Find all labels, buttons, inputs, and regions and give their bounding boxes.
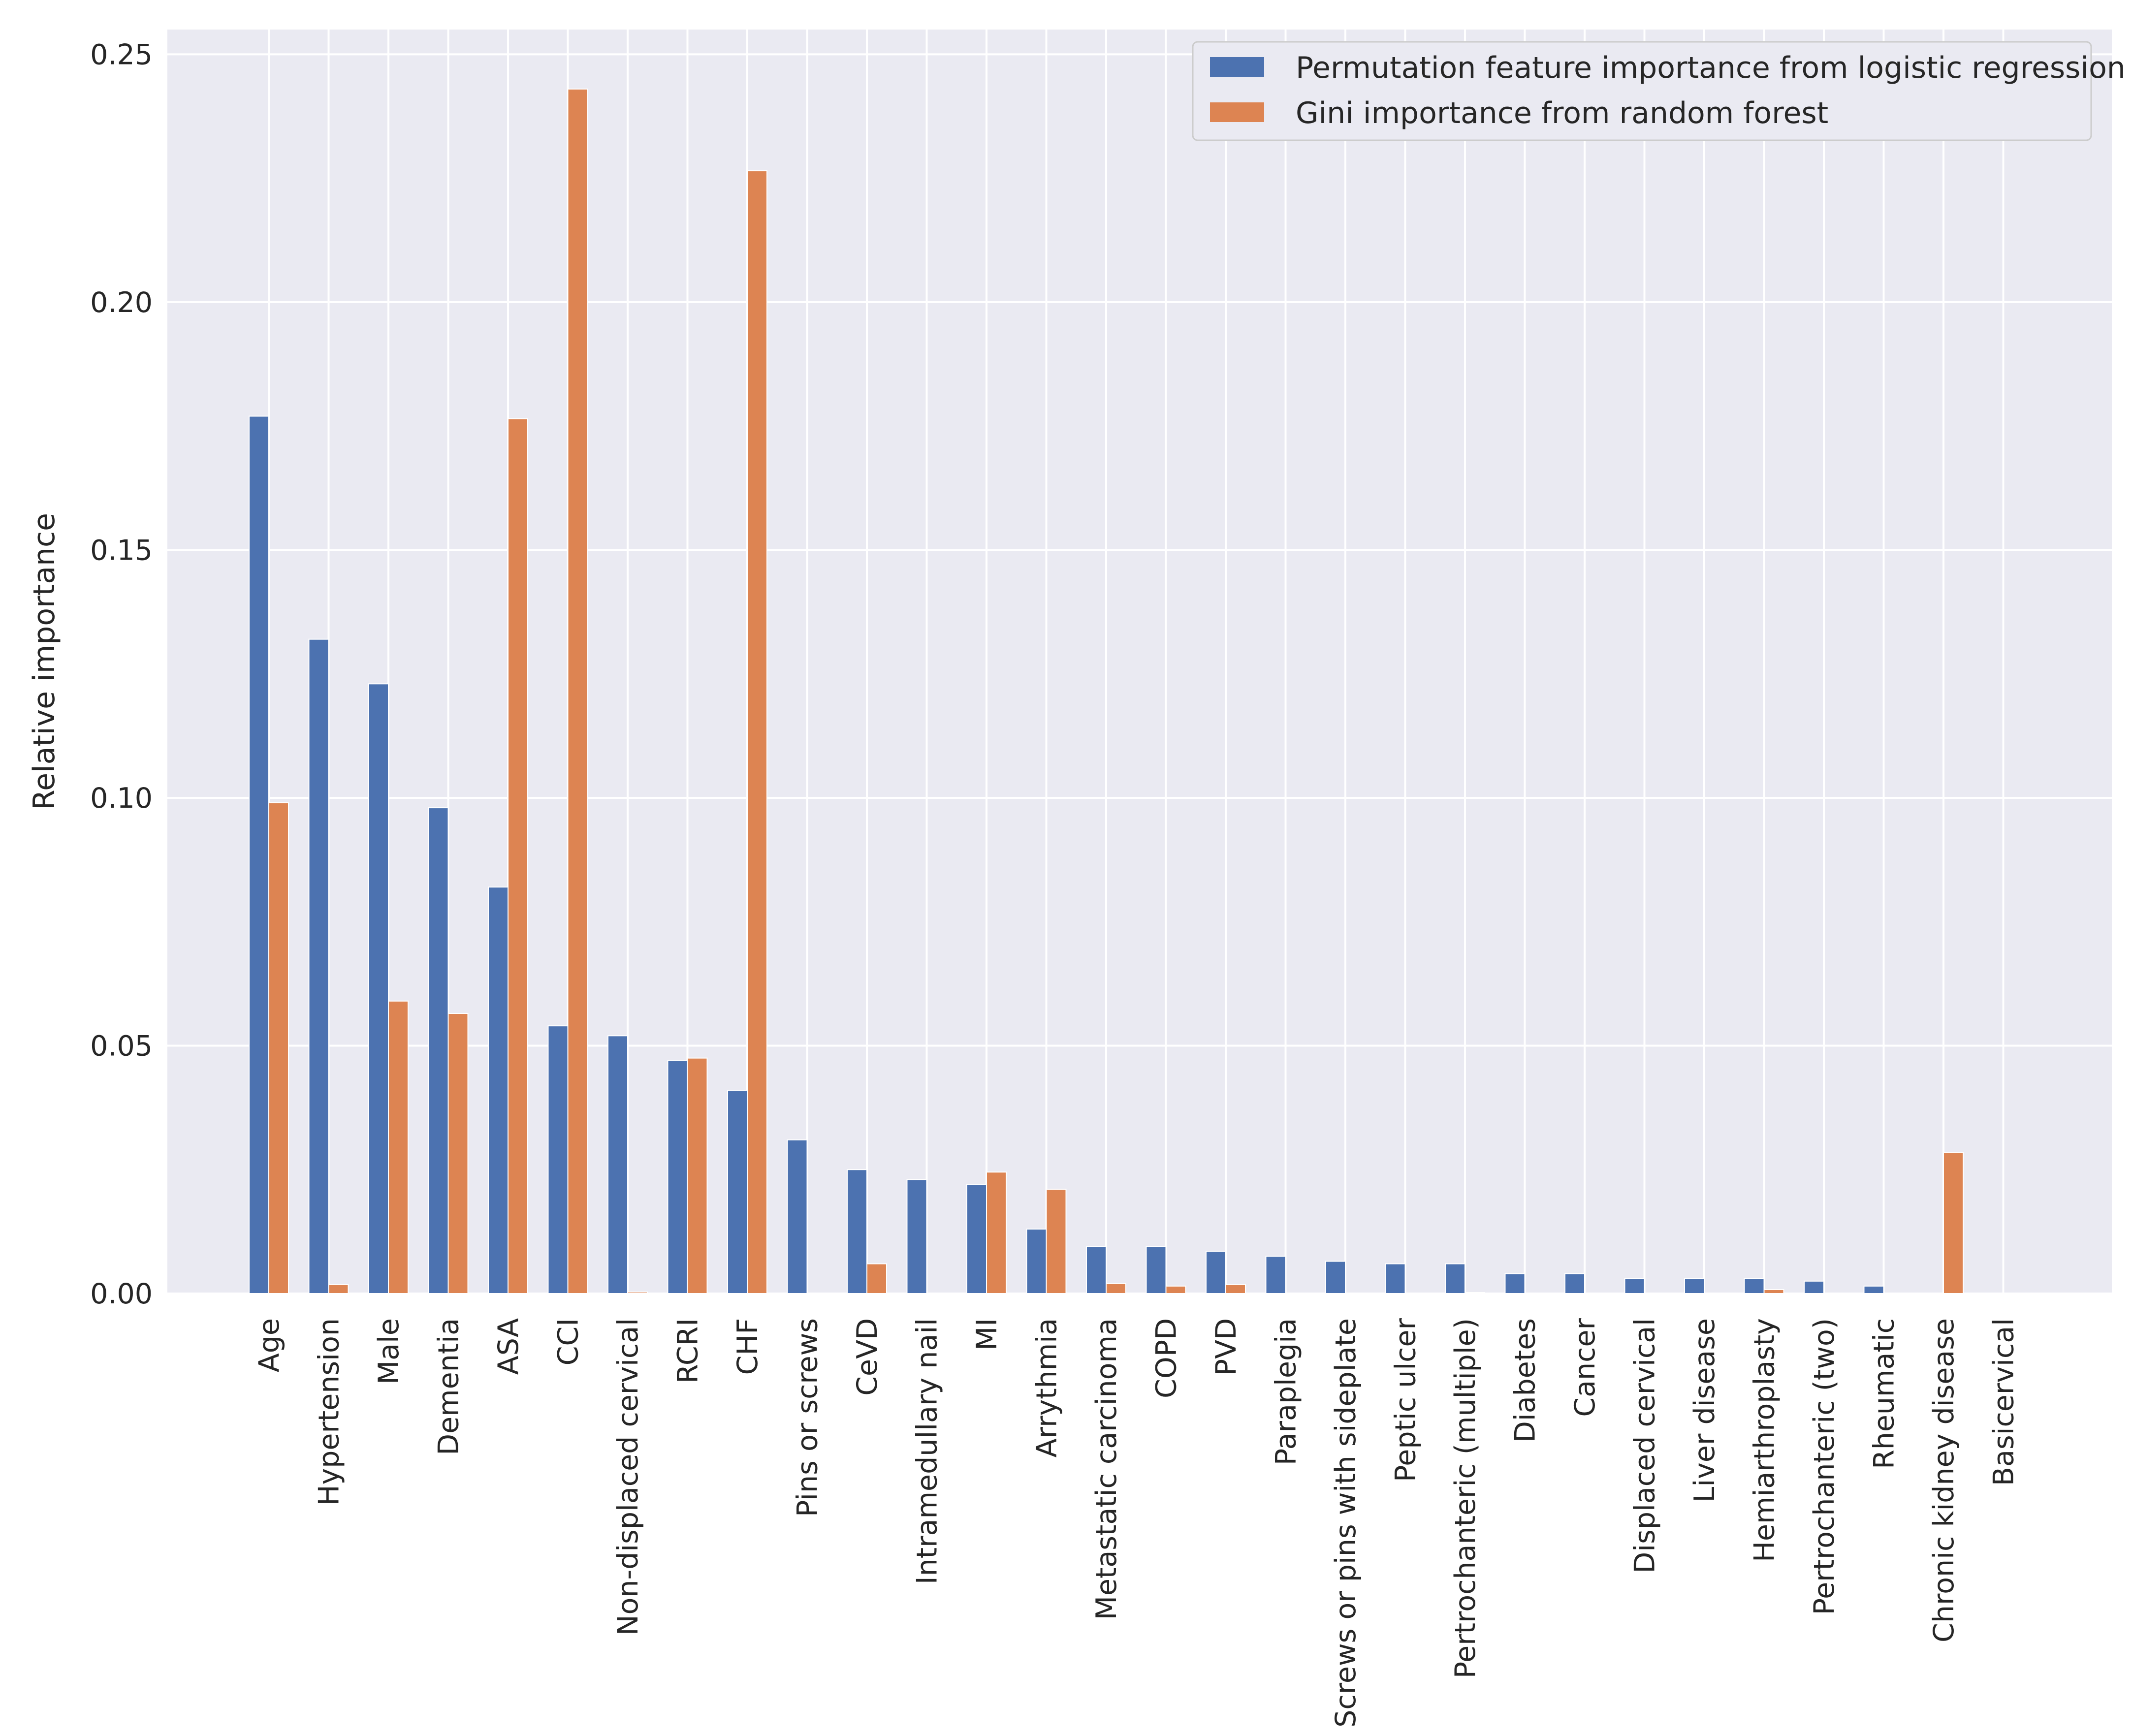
x-tick-label: Displaced cervical [1629, 1318, 1661, 1574]
bar-permutation [847, 1169, 867, 1294]
x-tick-label: Pins or screws [792, 1318, 824, 1517]
x-tick-label: Liver disease [1688, 1318, 1721, 1502]
bar-permutation [1624, 1278, 1645, 1294]
bar-gini [508, 418, 528, 1294]
bar-permutation [1086, 1246, 1107, 1294]
bar-gini [687, 1057, 708, 1294]
x-axis-ticks: Age Hypertension Male Dementia ASA CCI Non-dis… [253, 1318, 2020, 1727]
bar-permutation [1504, 1273, 1526, 1294]
bar-gini [1046, 1189, 1067, 1294]
x-tick-label: Rheumatic [1868, 1318, 1901, 1469]
bar-permutation [1863, 1285, 1884, 1294]
x-tick-label: Arrythmia [1031, 1318, 1063, 1457]
bar-permutation [906, 1179, 927, 1294]
bar-gini [268, 802, 289, 1294]
bar-permutation [1385, 1263, 1406, 1294]
bar-permutation [1206, 1251, 1226, 1294]
bar-permutation [428, 807, 449, 1294]
legend-swatch-permutation [1210, 57, 1264, 77]
x-tick-label: CCI [552, 1318, 585, 1365]
bar-permutation [249, 415, 269, 1294]
bar-permutation [1804, 1280, 1824, 1294]
x-tick-label: Cancer [1569, 1318, 1601, 1417]
x-tick-label: ASA [492, 1318, 525, 1375]
bar-permutation [1265, 1256, 1286, 1294]
bar-gini [1763, 1289, 1784, 1294]
x-tick-label: Chronic kidney disease [1928, 1318, 1960, 1642]
bar-gini [986, 1171, 1007, 1294]
bar-permutation [1564, 1273, 1585, 1294]
bar-permutation [607, 1035, 628, 1294]
bar-gini [447, 1013, 469, 1294]
x-tick-label: Diabetes [1509, 1318, 1542, 1443]
y-tick-label: 0.25 [90, 38, 153, 71]
x-tick-label: CeVD [851, 1318, 884, 1396]
x-tick-label: Basicervical [1988, 1318, 2020, 1486]
bar-gini [627, 1291, 648, 1294]
x-tick-label: Hypertension [313, 1318, 346, 1506]
bar-permutation [1325, 1261, 1346, 1294]
x-tick-label: Metastatic carcinoma [1090, 1318, 1123, 1620]
bar-permutation [1026, 1229, 1047, 1294]
legend-swatch-gini [1210, 102, 1264, 122]
bar-gini [747, 170, 767, 1294]
bar-permutation [1445, 1263, 1465, 1294]
bar-permutation [1684, 1278, 1705, 1294]
x-tick-label: Hemiarthroplasty [1749, 1318, 1781, 1562]
x-tick-label: Pertrochanteric (multiple) [1449, 1318, 1482, 1678]
x-tick-label: Male [373, 1318, 405, 1385]
bar-gini [1106, 1283, 1126, 1294]
x-tick-label: Intramedullary nail [911, 1318, 944, 1584]
bar-gini [1464, 1292, 1485, 1294]
y-tick-label: 0.00 [90, 1278, 153, 1310]
bar-permutation [966, 1184, 987, 1294]
x-tick-label: Non-displaced cervical [612, 1318, 644, 1636]
legend-box [1192, 41, 2092, 141]
bar-permutation [308, 638, 329, 1294]
x-tick-label: RCRI [672, 1318, 704, 1384]
y-tick-label: 0.15 [90, 534, 153, 567]
y-axis-label: Relative importance [27, 513, 62, 810]
x-tick-label: MI [971, 1318, 1003, 1351]
bar-permutation [547, 1025, 569, 1294]
bar-gini [1943, 1151, 1964, 1294]
bar-permutation [1744, 1278, 1765, 1294]
x-tick-label: Screws or pins with sideplate [1330, 1318, 1362, 1728]
bar-permutation [787, 1139, 808, 1294]
bar-gini [1165, 1285, 1186, 1294]
legend-label-gini: Gini importance from random forest [1296, 96, 1828, 130]
bar-permutation [667, 1060, 688, 1294]
x-tick-label: Paraplegia [1270, 1318, 1303, 1465]
y-tick-label: 0.20 [90, 286, 153, 319]
bar-gini [328, 1284, 349, 1294]
bar-permutation [368, 683, 389, 1294]
bar-gini [866, 1263, 887, 1294]
bar-permutation [488, 886, 509, 1294]
y-tick-label: 0.10 [90, 782, 153, 815]
legend: Permutation feature importance from logi… [1192, 41, 2126, 141]
bar-gini [1225, 1284, 1246, 1294]
bar-gini [567, 88, 588, 1294]
x-tick-label: Age [253, 1318, 286, 1372]
bars [249, 88, 1964, 1294]
x-tick-label: Pertrochanteric (two) [1808, 1318, 1841, 1615]
y-tick-label: 0.05 [90, 1030, 153, 1062]
bar-permutation [1146, 1246, 1167, 1294]
bar-gini [388, 1000, 409, 1294]
bar-permutation [727, 1090, 748, 1294]
x-tick-label: PVD [1210, 1318, 1242, 1376]
x-tick-label: CHF [732, 1318, 764, 1375]
x-tick-label: Dementia [433, 1318, 465, 1455]
legend-label-permutation: Permutation feature importance from logi… [1296, 51, 2126, 85]
x-tick-label: COPD [1150, 1318, 1183, 1398]
y-axis-ticks: 0.00 0.05 0.10 0.15 0.20 0.25 [90, 38, 153, 1310]
x-tick-label: Peptic ulcer [1390, 1318, 1422, 1482]
